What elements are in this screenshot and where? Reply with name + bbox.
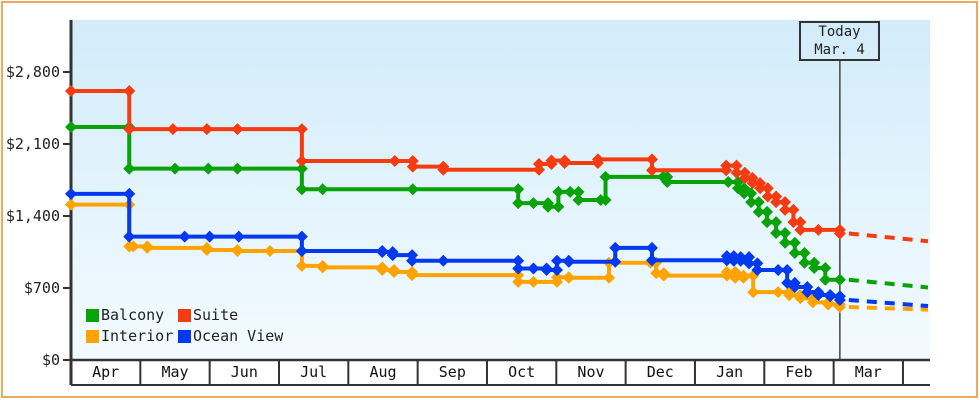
month-cell-label: Mar	[855, 363, 882, 381]
series-ocean-view	[65, 187, 929, 308]
series-line	[71, 89, 842, 234]
forecast-line	[848, 305, 929, 312]
forecast-line	[848, 277, 929, 290]
legend-swatch	[178, 308, 191, 322]
month-cell-label: Sep	[439, 363, 466, 381]
legend-item-suite: Suite	[178, 305, 283, 325]
forecast-line	[848, 298, 929, 308]
legend-swatch	[178, 329, 191, 343]
series-balcony	[65, 121, 929, 290]
series-line	[71, 125, 840, 282]
y-axis-label: $2,100	[6, 135, 60, 153]
month-cell-label: Jun	[231, 363, 258, 381]
legend-label: Balcony	[101, 306, 165, 324]
month-cell-label: May	[161, 363, 188, 381]
legend-item-interior: Interior	[86, 326, 178, 346]
y-axis-label: $1,400	[6, 207, 60, 225]
y-axis: $0 $700 $1,400 $2,100 $2,800	[6, 20, 73, 385]
y-axis-label: $0	[42, 351, 60, 369]
month-cell-label: Feb	[785, 363, 812, 381]
month-cell-label: Apr	[92, 363, 119, 381]
month-cell-label: Jul	[300, 363, 327, 381]
month-cell-label: Aug	[369, 363, 396, 381]
legend-label: Suite	[193, 306, 239, 324]
month-cell-label: Oct	[508, 363, 535, 381]
month-axis: Apr May Jun Jul Aug Sep Oct Nov Dec Jan Feb Mar	[70, 358, 930, 386]
month-cell-label: Nov	[577, 363, 604, 381]
legend-label: Ocean View	[193, 327, 284, 345]
month-cell-label: Jan	[716, 363, 743, 381]
y-axis-label: $700	[24, 279, 60, 297]
chart-legend: Balcony Suite Interior Ocean View	[86, 305, 283, 346]
series-line	[71, 202, 842, 308]
today-label: Today	[818, 24, 861, 40]
legend-swatch	[86, 308, 99, 322]
series-line	[71, 191, 842, 301]
today-annotation-box: Today Mar. 4	[799, 21, 880, 61]
forecast-line	[848, 231, 929, 244]
y-axis-label: $2,800	[6, 63, 60, 81]
series-interior	[65, 198, 929, 314]
series-suite	[65, 85, 929, 244]
legend-label: Interior	[101, 327, 174, 345]
month-cell-label: Dec	[647, 363, 674, 381]
legend-swatch	[86, 329, 99, 343]
legend-item-balcony: Balcony	[86, 305, 178, 325]
legend-item-ocean-view: Ocean View	[178, 326, 283, 346]
today-date: Mar. 4	[814, 42, 865, 58]
